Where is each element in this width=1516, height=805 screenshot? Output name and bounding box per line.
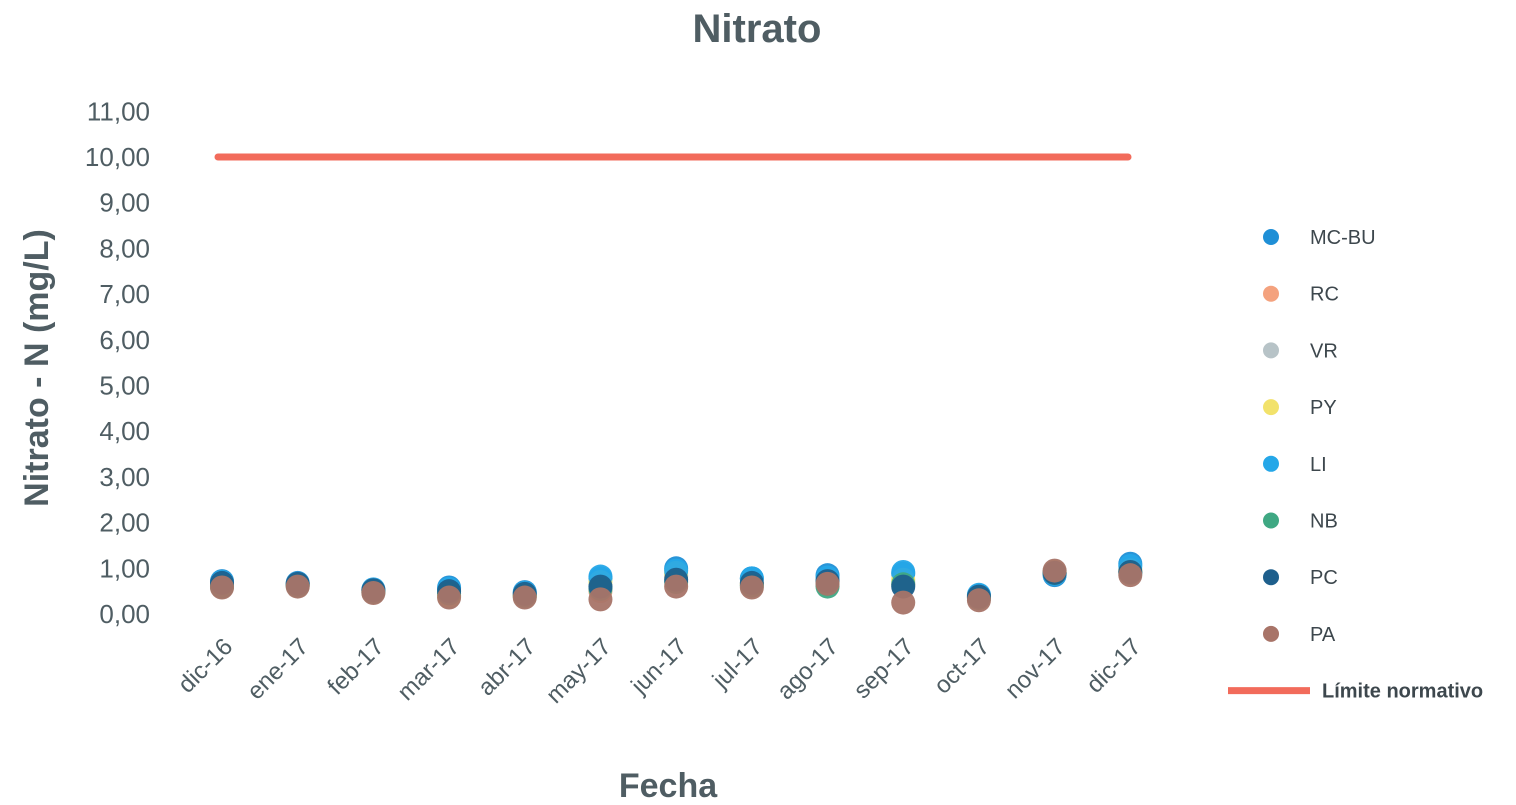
x-tick-label: oct-17 bbox=[929, 633, 995, 699]
point-pa bbox=[210, 575, 234, 600]
y-tick-label: 9,00 bbox=[99, 188, 150, 218]
x-tick-label: dic-16 bbox=[173, 633, 238, 698]
point-pa bbox=[739, 575, 764, 600]
y-tick-label: 10,00 bbox=[85, 142, 150, 172]
legend-label-limite-normativo: Límite normativo bbox=[1322, 681, 1483, 703]
y-axis-ticks: 0,00 1,00 2,00 3,00 4,00 5,00 6,00 7,00 8,00 9,00… bbox=[85, 96, 150, 629]
legend-marker-rc bbox=[1263, 285, 1279, 302]
x-tick-label: sep-17 bbox=[848, 633, 919, 704]
point-pa bbox=[361, 580, 386, 605]
x-tick-label: jul-17 bbox=[707, 633, 768, 694]
data-points bbox=[210, 551, 1143, 615]
x-tick-label: mar-17 bbox=[392, 633, 465, 706]
x-tick-label: may-17 bbox=[541, 633, 617, 709]
legend-label-rc: RC bbox=[1310, 284, 1339, 306]
y-tick-label: 1,00 bbox=[99, 553, 150, 583]
legend-label-mc-bu: MC-BU bbox=[1310, 227, 1376, 249]
point-pa bbox=[1118, 563, 1143, 588]
x-tick-label: feb-17 bbox=[322, 633, 389, 700]
legend-label-li: LI bbox=[1310, 454, 1327, 476]
y-tick-label: 0,00 bbox=[99, 599, 150, 629]
legend-marker-pc bbox=[1263, 569, 1279, 586]
point-pa bbox=[1042, 558, 1067, 583]
legend-marker-li bbox=[1263, 455, 1279, 472]
x-tick-label: ene-17 bbox=[242, 633, 314, 705]
point-pa bbox=[966, 588, 991, 613]
point-pa bbox=[512, 585, 537, 610]
y-tick-label: 8,00 bbox=[99, 233, 150, 263]
x-tick-label: ago-17 bbox=[772, 633, 844, 705]
y-axis-label: Nitrato - N (mg/L) bbox=[18, 229, 56, 507]
legend-marker-nb bbox=[1263, 512, 1279, 529]
legend-label-pc: PC bbox=[1310, 567, 1338, 589]
point-pa bbox=[437, 585, 462, 610]
legend: MC-BU RC VR PY LI NB PC PA Límite normativo bbox=[1228, 227, 1483, 703]
legend-marker-vr bbox=[1263, 342, 1279, 359]
point-pa bbox=[815, 571, 840, 596]
legend-label-vr: VR bbox=[1310, 340, 1338, 362]
point-pa bbox=[588, 587, 613, 612]
y-tick-label: 3,00 bbox=[99, 462, 150, 492]
point-pa bbox=[285, 574, 310, 599]
x-axis-ticks: dic-16 ene-17 feb-17 mar-17 abr-17 may-17 jun-… bbox=[173, 633, 1147, 709]
legend-marker-pa bbox=[1263, 625, 1279, 642]
legend-label-nb: NB bbox=[1310, 511, 1338, 533]
legend-marker-py bbox=[1263, 399, 1279, 416]
legend-label-pa: PA bbox=[1310, 624, 1336, 646]
y-tick-label: 11,00 bbox=[87, 96, 150, 126]
y-tick-label: 2,00 bbox=[99, 508, 150, 538]
x-tick-label: nov-17 bbox=[1000, 633, 1071, 704]
y-tick-label: 4,00 bbox=[99, 416, 150, 446]
y-tick-label: 5,00 bbox=[99, 371, 150, 401]
point-pa bbox=[664, 574, 689, 599]
legend-marker-mc-bu bbox=[1263, 229, 1279, 245]
y-tick-label: 7,00 bbox=[99, 279, 150, 309]
x-tick-label: jun-17 bbox=[625, 633, 692, 700]
y-tick-label: 6,00 bbox=[99, 325, 150, 355]
legend-label-py: PY bbox=[1310, 397, 1337, 419]
x-tick-label: dic-17 bbox=[1081, 633, 1146, 698]
point-pa bbox=[891, 590, 916, 615]
chart-title: Nitrato bbox=[693, 7, 822, 51]
x-axis-label: Fecha bbox=[619, 767, 718, 805]
x-tick-label: abr-17 bbox=[473, 633, 541, 701]
